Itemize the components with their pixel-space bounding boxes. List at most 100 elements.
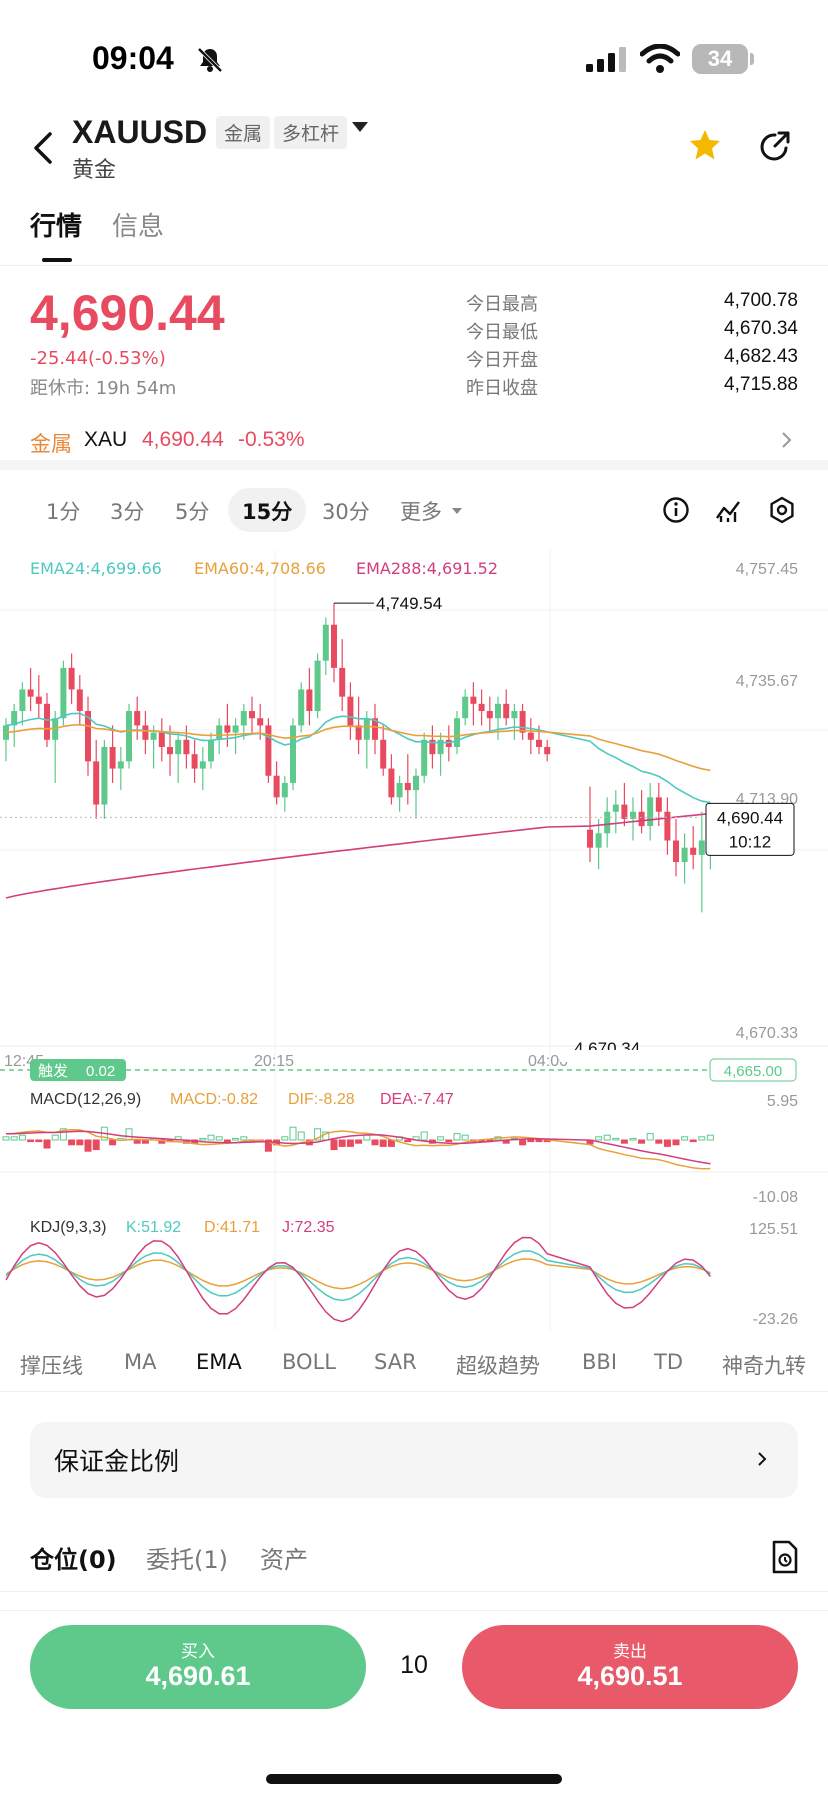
macd-histogram-bar	[2, 1136, 10, 1141]
quantity-value[interactable]: 10	[400, 1651, 428, 1679]
indicator-support-resistance[interactable]: 撑压线	[20, 1354, 83, 1378]
back-arrow-icon[interactable]	[28, 128, 58, 168]
macd-title: MACD(12,26,9)	[30, 1091, 141, 1108]
info-icon[interactable]	[662, 496, 690, 524]
macd-histogram-bar	[314, 1128, 322, 1141]
macd-histogram-bar	[346, 1139, 354, 1147]
candle-body	[60, 667, 67, 719]
chevron-down-icon[interactable]	[352, 122, 368, 132]
indicator-bbi[interactable]: BBI	[582, 1350, 618, 1374]
macd-histogram-bar	[281, 1136, 289, 1141]
candle-body	[126, 711, 132, 762]
x-tick-label: 04:00	[528, 1053, 568, 1070]
interval-3m[interactable]: 3分	[110, 500, 145, 524]
indicator-tabs: 撑压线 MA EMA BOLL SAR 超级趋势 BBI TD 神奇九转	[0, 1336, 828, 1392]
price-chart[interactable]: EMA24:4,699.66 EMA60:4,708.66 EMA288:4,691…	[0, 550, 828, 1334]
settings-icon[interactable]	[768, 496, 796, 524]
share-icon[interactable]	[758, 130, 792, 164]
macd-histogram-bar	[84, 1139, 92, 1152]
instrument-header: XAUUSD 金属 多杠杆 黄金	[0, 110, 828, 190]
y-tick-label: 4,757.45	[736, 561, 798, 578]
tab-orders[interactable]: 委托(1)	[146, 1546, 228, 1574]
candle-body	[388, 768, 395, 798]
favorite-star-icon[interactable]	[688, 128, 722, 162]
candle-body	[109, 746, 116, 769]
interval-more[interactable]: 更多	[400, 500, 442, 524]
kdj-top: 125.51	[749, 1221, 798, 1238]
drawing-tools-icon[interactable]	[714, 496, 742, 524]
tab-market[interactable]: 行情	[30, 212, 83, 242]
tab-positions[interactable]: 仓位(0)	[30, 1546, 117, 1574]
candle-body	[462, 696, 469, 719]
tab-assets[interactable]: 资产	[260, 1546, 308, 1574]
candle-body	[655, 797, 662, 812]
caret-down-icon	[452, 508, 462, 514]
candle-body	[27, 689, 34, 697]
related-instrument-row[interactable]: 金属 XAU 4,690.44 -0.53%	[0, 420, 828, 470]
candle-body	[429, 739, 436, 755]
macd-histogram-bar	[655, 1139, 663, 1144]
related-change: -0.53%	[238, 428, 305, 451]
macd-histogram-bar	[289, 1126, 297, 1141]
candle-body	[117, 761, 124, 769]
chart-canvas[interactable]: EMA24:4,699.66 EMA60:4,708.66 EMA288:4,691…	[0, 550, 828, 1334]
sell-button[interactable]: 卖出 4,690.51	[462, 1625, 798, 1709]
candle-body	[478, 703, 485, 712]
candle-body	[437, 739, 444, 755]
candle-body	[421, 739, 428, 776]
stat-row-prev-close: 昨日收盘 4,715.88	[466, 374, 798, 400]
macd-histogram-bar	[330, 1139, 338, 1151]
indicator-ema[interactable]: EMA	[196, 1350, 242, 1374]
related-type: 金属	[30, 432, 72, 456]
macd-histogram-bar	[379, 1139, 387, 1147]
candle-body	[232, 725, 239, 733]
macd-bottom: -10.08	[753, 1189, 798, 1206]
interval-5m[interactable]: 5分	[175, 500, 210, 524]
candle-body	[527, 732, 534, 740]
y-tick-label: 4,735.67	[736, 673, 798, 690]
macd-histogram-bar	[18, 1134, 26, 1141]
macd-top: 5.95	[767, 1093, 798, 1110]
tab-info[interactable]: 信息	[112, 212, 165, 242]
candle-body	[396, 782, 403, 798]
macd-histogram-bar	[10, 1136, 18, 1141]
indicator-magic-nine[interactable]: 神奇九转	[722, 1354, 806, 1378]
j-value: J:72.35	[282, 1219, 335, 1236]
candle-body	[150, 732, 157, 740]
candle-body	[298, 689, 305, 726]
interval-30m[interactable]: 30分	[322, 500, 370, 524]
indicator-supertrend[interactable]: 超级趋势	[456, 1354, 540, 1378]
candle-body	[536, 739, 542, 747]
chevron-right-icon	[758, 1452, 767, 1466]
candle-body	[35, 696, 42, 704]
price-change: -25.44(-0.53%)	[30, 348, 166, 369]
candle-body	[630, 811, 636, 819]
indicator-boll[interactable]: BOLL	[282, 1350, 336, 1374]
interval-1m[interactable]: 1分	[46, 500, 81, 524]
interval-15m[interactable]: 15分	[242, 500, 293, 524]
margin-ratio-card[interactable]: 保证金比例	[30, 1422, 798, 1498]
margin-ratio-label: 保证金比例	[54, 1447, 180, 1476]
close-countdown: 距休市: 19h 54m	[30, 378, 177, 399]
macd-histogram-bar	[437, 1136, 445, 1141]
candle-body	[413, 775, 419, 791]
cellular-signal-icon	[586, 47, 626, 72]
battery-tip	[750, 53, 754, 65]
leverage-tag[interactable]: 多杠杆	[274, 116, 348, 149]
sell-label: 卖出	[613, 1642, 647, 1662]
macd-histogram-bar	[595, 1136, 603, 1141]
macd-histogram-bar	[445, 1139, 453, 1143]
stat-value: 4,715.88	[724, 374, 798, 395]
indicator-sar[interactable]: SAR	[374, 1350, 417, 1374]
candle-body	[454, 718, 460, 747]
document-history-icon[interactable]	[770, 1540, 800, 1574]
ema-legend-item: EMA24:4,699.66	[30, 559, 162, 578]
macd-histogram-bar	[133, 1139, 141, 1144]
candle-body	[68, 667, 75, 690]
stat-value: 4,682.43	[724, 346, 798, 367]
indicator-ma[interactable]: MA	[124, 1350, 157, 1374]
trigger-label: 触发	[38, 1062, 68, 1080]
buy-button[interactable]: 买入 4,690.61	[30, 1625, 366, 1709]
indicator-td[interactable]: TD	[654, 1350, 683, 1374]
macd-histogram-bar	[603, 1134, 611, 1141]
